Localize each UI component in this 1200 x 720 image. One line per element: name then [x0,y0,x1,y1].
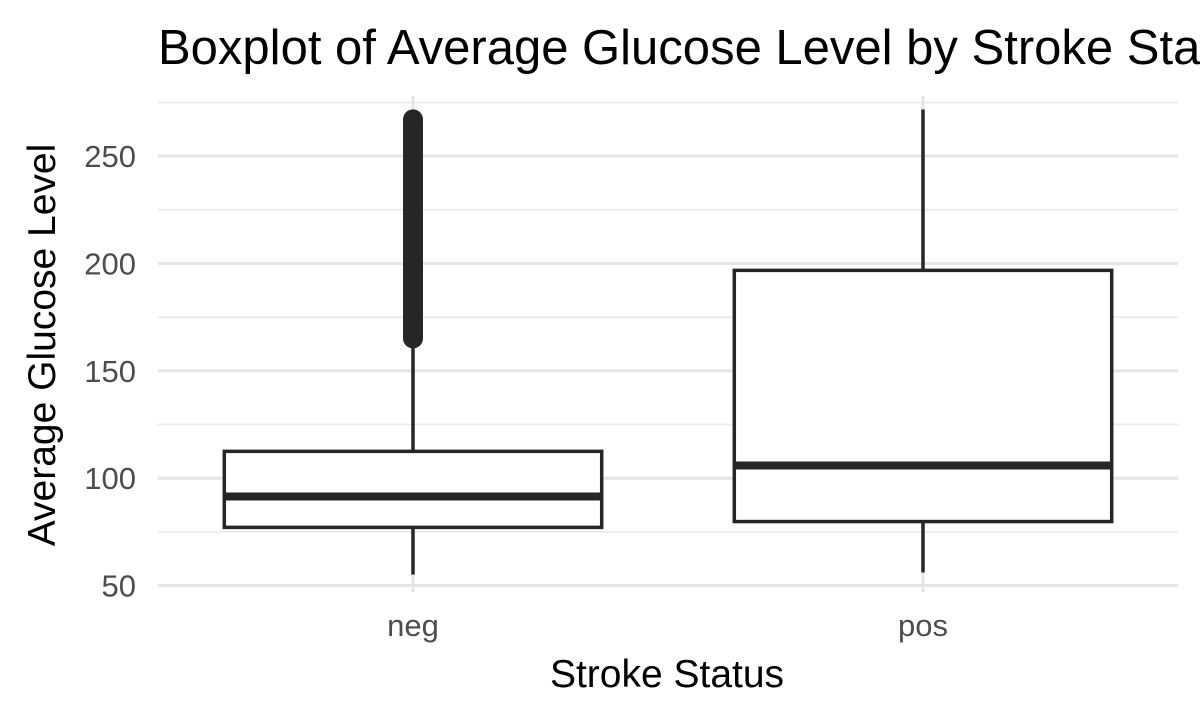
chart-title: Boxplot of Average Glucose Level by Stro… [158,21,1200,75]
boxes-layer [222,109,1114,575]
y-tick-label: 50 [102,569,136,604]
y-axis-title: Average Glucose Level [21,144,64,547]
x-tick-label: neg [387,608,439,643]
y-tick-label: 250 [84,139,136,174]
x-axis-ticks: neg pos [387,608,948,643]
y-axis-ticks: 50 100 150 200 250 [84,139,136,603]
x-axis-title: Stroke Status [550,653,784,696]
y-tick-label: 150 [84,354,136,389]
box-group-pos [732,109,1114,573]
box-iqr [732,268,1114,524]
box-group-neg [222,109,604,575]
box-iqr [222,449,604,530]
y-tick-label: 200 [84,246,136,281]
outlier-point [403,109,423,130]
x-tick-label: pos [898,608,948,643]
y-tick-label: 100 [84,461,136,496]
